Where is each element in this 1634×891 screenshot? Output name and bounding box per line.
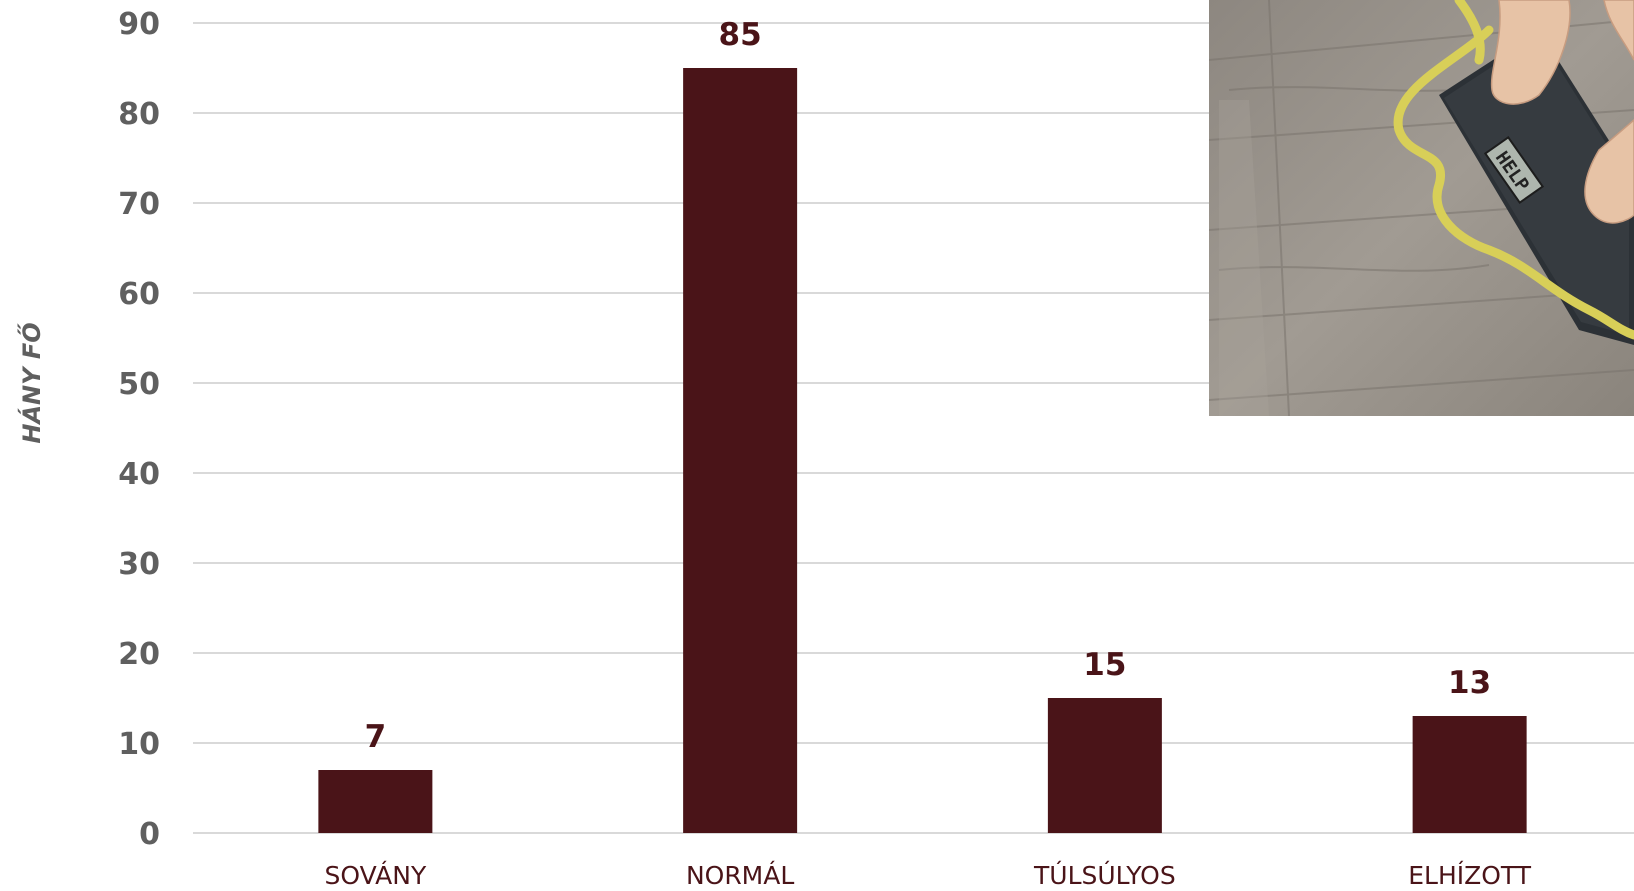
y-tick-label: 60: [118, 277, 160, 312]
y-tick-label: 50: [118, 367, 160, 402]
y-tick-label: 70: [118, 187, 160, 222]
x-category-label: NORMÁL: [686, 861, 794, 890]
bar: [318, 770, 433, 833]
bars: [318, 68, 1527, 833]
y-tick-label: 30: [118, 547, 160, 582]
y-tick-label: 80: [118, 97, 160, 132]
y-tick-label: 40: [118, 457, 160, 492]
measuring-tape-icon: [1393, 0, 1634, 340]
data-label: 85: [719, 17, 762, 53]
x-category-label: ELHÍZOTT: [1408, 861, 1532, 890]
bathroom-scale-photo: HELP: [1209, 0, 1634, 416]
scale-icon: HELP: [1439, 30, 1634, 345]
data-label: 13: [1448, 665, 1491, 701]
y-tick-label: 10: [118, 727, 160, 762]
feet-icon: [1490, 0, 1634, 224]
data-label: 7: [365, 719, 387, 755]
x-category-label: TÚLSÚLYOS: [1033, 860, 1176, 890]
y-tick-label: 0: [139, 817, 160, 852]
data-labels: 7 85 15 13: [365, 17, 1492, 755]
data-label: 15: [1083, 647, 1126, 683]
y-tick-label: 20: [118, 637, 160, 672]
bar: [1047, 698, 1162, 833]
y-tick-label: 90: [118, 7, 160, 42]
x-axis-categories: SOVÁNY NORMÁL TÚLSÚLYOS ELHÍZOTT: [325, 860, 1532, 890]
y-axis-ticks: 0 10 20 30 40 50 60 70 80 90: [118, 7, 160, 852]
bar: [683, 68, 798, 833]
bar: [1412, 716, 1527, 833]
y-axis-label: HÁNY FŐ: [16, 322, 46, 443]
x-category-label: SOVÁNY: [325, 861, 427, 890]
